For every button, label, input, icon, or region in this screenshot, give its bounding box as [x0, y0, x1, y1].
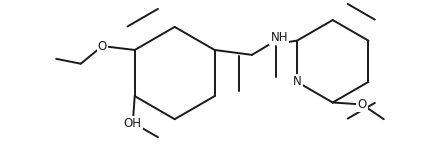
Text: OH: OH — [124, 117, 142, 130]
Text: O: O — [98, 40, 107, 53]
Text: N: N — [292, 75, 301, 88]
Text: O: O — [357, 98, 367, 111]
Text: NH: NH — [271, 31, 288, 44]
